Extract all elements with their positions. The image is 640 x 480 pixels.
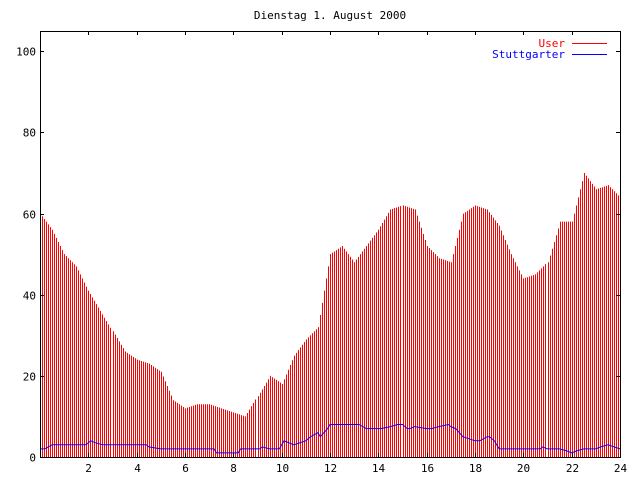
x-tick-label: 16 <box>421 462 434 475</box>
x-tick-label: 2 <box>85 462 92 475</box>
x-tick-label: 4 <box>134 462 141 475</box>
user-series <box>40 173 621 457</box>
x-tick-label: 22 <box>566 462 579 475</box>
x-axis: 2 4 6 8 10 12 14 16 18 20 22 24 <box>85 31 627 475</box>
stuttgarter-series-line <box>40 423 621 454</box>
y-tick-label: 40 <box>23 290 36 303</box>
y-tick-label: 0 <box>29 452 36 465</box>
x-tick-label: 6 <box>182 462 189 475</box>
y-tick-label: 100 <box>16 46 36 59</box>
x-tick-label: 20 <box>517 462 530 475</box>
x-tick-label: 14 <box>372 462 386 475</box>
x-tick-label: 18 <box>469 462 482 475</box>
x-tick-label: 10 <box>276 462 289 475</box>
y-tick-label: 60 <box>23 209 36 222</box>
legend-label: User <box>539 37 566 50</box>
x-tick-label: 24 <box>614 462 628 475</box>
x-tick-label: 12 <box>324 462 337 475</box>
legend-label: Stuttgarter <box>492 48 565 61</box>
y-tick-label: 20 <box>23 371 36 384</box>
y-axis: 0 20 40 60 80 100 <box>16 46 620 465</box>
chart-title: Dienstag 1. August 2000 <box>254 9 406 22</box>
x-tick-label: 8 <box>230 462 237 475</box>
y-tick-label: 80 <box>23 127 36 140</box>
